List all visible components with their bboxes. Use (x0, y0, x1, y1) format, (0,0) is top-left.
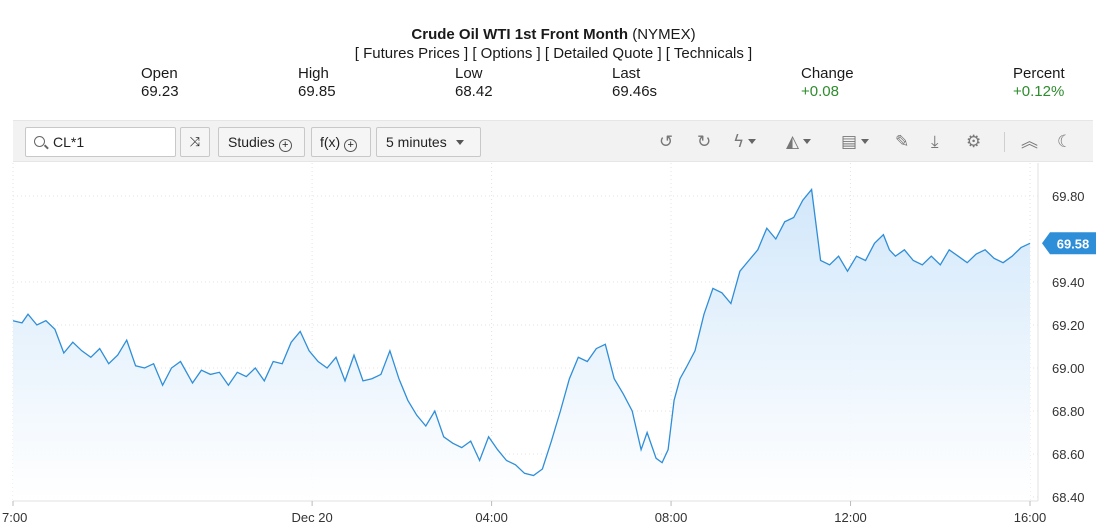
quote-percent: Percent +0.12% (1013, 65, 1065, 101)
link-futures-prices[interactable]: [ Futures Prices ] (354, 45, 469, 62)
x-axis: 7:00 Dec 20 04:00 08:00 12:00 16:00 (2, 501, 1046, 525)
y-tick-label: 68.60 (1052, 447, 1085, 462)
layout-icon[interactable]: ▤ (841, 130, 870, 154)
lightning-icon[interactable]: ϟ (733, 130, 757, 154)
compare-icon: ⤨ (189, 134, 201, 149)
change-label: Change (801, 65, 854, 82)
open-label: Open (141, 65, 178, 82)
y-tick-label: 68.80 (1052, 404, 1085, 419)
chart-heading: Crude Oil WTI 1st Front Month (NYMEX) (0, 26, 1107, 44)
y-axis: 69.80 69.40 69.20 69.00 68.80 68.60 68.40 (1052, 189, 1085, 505)
toolbar-separator (1004, 132, 1005, 152)
last-price-badge (1042, 232, 1096, 255)
pencil-icon[interactable]: ✎ (895, 132, 910, 152)
y-tick-label: 69.20 (1052, 318, 1085, 333)
x-tick-label: 7:00 (2, 510, 27, 525)
last-price-label: 69.58 (1057, 236, 1090, 251)
chart-toolbar: ⤨ Studies+ f(x)+ 5 minutes ↺ ↻ ϟ ◭ ▤ ✎ ⤓… (13, 120, 1093, 162)
last-price-marker: 69.58 (1042, 232, 1096, 255)
studies-button[interactable]: Studies + (218, 127, 305, 157)
moon-icon[interactable]: ☾ (1057, 132, 1073, 152)
x-tick-label: 16:00 (1014, 510, 1047, 525)
x-tick-label: 04:00 (475, 510, 508, 525)
fx-label: f(x) (320, 134, 341, 150)
percent-value: +0.12% (1013, 83, 1065, 100)
quote-high: High 69.85 (298, 65, 336, 101)
last-value: 69.46s (612, 83, 658, 100)
price-line (12, 187, 1031, 477)
quote-open: Open 69.23 (141, 65, 179, 101)
chart-style-icon[interactable]: ◭ (786, 130, 812, 154)
low-label: Low (455, 65, 483, 82)
quote-low: Low 68.42 (455, 65, 493, 101)
symbol-input[interactable] (53, 129, 168, 155)
symbol-search-box[interactable] (25, 127, 176, 157)
y-tick-label: 69.00 (1052, 361, 1085, 376)
link-technicals[interactable]: [ Technicals ] (665, 45, 753, 62)
percent-label: Percent (1013, 65, 1065, 82)
chevron-down-icon (803, 139, 812, 144)
exchange-label: (NYMEX) (632, 26, 696, 43)
add-study-icon: + (278, 139, 292, 152)
quote-links: [ Futures Prices ] [ Options ] [ Detaile… (0, 45, 1107, 63)
high-label: High (298, 65, 329, 82)
y-tick-label: 69.40 (1052, 275, 1085, 290)
add-function-icon: + (344, 139, 358, 152)
download-icon[interactable]: ⤓ (931, 132, 939, 152)
studies-label: Studies (228, 134, 275, 150)
collapse-icon[interactable]: ︽ (1021, 132, 1038, 152)
x-tick-label: 08:00 (655, 510, 688, 525)
last-label: Last (612, 65, 641, 82)
link-detailed-quote[interactable]: [ Detailed Quote ] (544, 45, 662, 62)
y-tick-label: 68.40 (1052, 490, 1085, 505)
chevron-down-icon (455, 140, 464, 145)
link-options[interactable]: [ Options ] (472, 45, 541, 62)
title-block: Crude Oil WTI 1st Front Month (NYMEX) [ … (0, 26, 1107, 63)
fx-button[interactable]: f(x) + (311, 127, 371, 157)
change-value: +0.08 (801, 83, 839, 100)
gear-icon[interactable]: ⚙ (966, 132, 982, 152)
redo-icon[interactable]: ↻ (697, 132, 712, 152)
interval-dropdown[interactable]: 5 minutes (376, 127, 481, 157)
price-area-fill (13, 189, 1030, 501)
quote-change: Change +0.08 (801, 65, 854, 101)
high-value: 69.85 (298, 83, 336, 100)
x-tick-label: Dec 20 (292, 510, 333, 525)
low-value: 68.42 (455, 83, 493, 100)
interval-label: 5 minutes (386, 134, 447, 150)
undo-icon[interactable]: ↺ (659, 132, 674, 152)
chevron-down-icon (748, 139, 757, 144)
open-value: 69.23 (141, 83, 179, 100)
compare-button[interactable]: ⤨ (180, 127, 210, 157)
y-tick-label: 69.80 (1052, 189, 1085, 204)
instrument-title: Crude Oil WTI 1st Front Month (411, 26, 629, 43)
price-chart[interactable]: 69.80 69.40 69.20 69.00 68.80 68.60 68.40 7:00… (0, 163, 1107, 529)
x-tick-label: 12:00 (834, 510, 867, 525)
chevron-down-icon (861, 139, 870, 144)
quote-last: Last 69.46s (612, 65, 657, 101)
search-icon (34, 136, 45, 147)
